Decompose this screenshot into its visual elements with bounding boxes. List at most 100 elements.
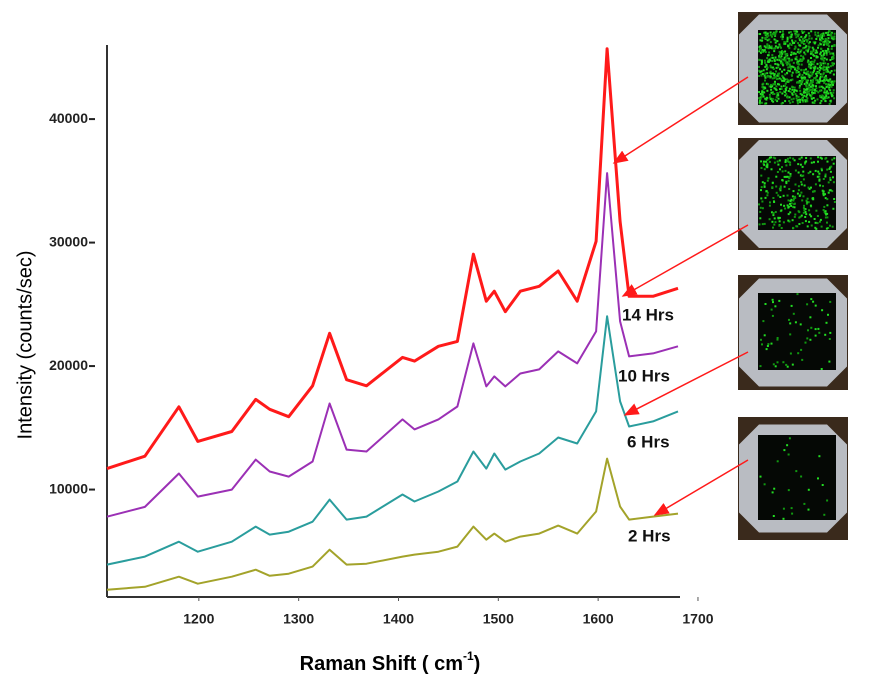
fluorescent-spot — [804, 100, 807, 103]
fluorescent-spot — [786, 40, 789, 43]
fluorescent-spot — [782, 507, 785, 510]
fluorescent-spot — [781, 38, 784, 41]
fluorescent-spot — [810, 74, 813, 77]
fluorescent-spot — [771, 491, 774, 494]
fluorescent-spot — [773, 93, 776, 95]
fluorescent-spot — [759, 100, 761, 103]
series-label: 14 Hrs — [622, 305, 674, 324]
fluorescent-spot — [780, 78, 783, 81]
fluorescent-spot — [766, 46, 769, 49]
fluorescent-spot — [819, 89, 822, 92]
fluorescent-spot — [773, 59, 776, 62]
fluorescent-spot — [804, 88, 807, 91]
fluorescent-spot — [813, 77, 816, 80]
fluorescent-spot — [798, 74, 801, 76]
fluorescent-spot — [759, 210, 762, 213]
fluorescent-spot — [761, 93, 764, 96]
fluorescent-spot — [804, 36, 807, 38]
fluorescent-spot — [794, 67, 797, 70]
series-line — [106, 47, 679, 471]
fluorescent-spot — [791, 41, 794, 44]
fluorescent-spot — [809, 89, 811, 92]
fluorescent-spot — [829, 176, 832, 179]
fluorescent-spot — [798, 80, 801, 82]
fluorescent-spot — [783, 185, 786, 188]
fluorescent-spot — [786, 194, 789, 197]
fluorescent-spot — [762, 82, 765, 85]
fluorescent-spot — [758, 69, 761, 72]
fluorescent-spot — [797, 71, 800, 73]
fluorescent-spot — [820, 39, 823, 42]
fluorescent-spot — [812, 49, 815, 52]
fluorescent-spot — [801, 74, 804, 76]
fluorescent-spot — [816, 79, 819, 82]
fluorescent-spot — [819, 62, 822, 64]
y-tick-label: 40000 — [49, 110, 88, 126]
fluorescent-spot — [822, 95, 825, 98]
fluorescent-spot — [817, 327, 820, 330]
fluorescent-spot — [781, 79, 784, 82]
fluorescent-spot — [827, 96, 830, 99]
fluorescent-spot — [814, 226, 817, 229]
fluorescent-spot — [812, 63, 815, 66]
fluorescent-spot — [765, 165, 768, 168]
pointer-arrow — [612, 76, 749, 164]
fluorescent-spot — [789, 163, 792, 166]
fluorescent-spot — [780, 62, 782, 65]
fluorescent-spot — [778, 159, 781, 162]
fluorescent-spot — [809, 170, 812, 173]
fluorescent-spot — [805, 199, 808, 202]
fluorescent-spot — [817, 91, 820, 94]
fluorescent-spot — [788, 79, 791, 82]
fluorescent-spot — [815, 87, 818, 90]
fluorescent-spot — [776, 40, 779, 43]
fluorescent-spot — [828, 30, 831, 33]
fluorescent-spot — [760, 189, 762, 192]
fluorescent-spot — [760, 174, 763, 177]
fluorescent-spot — [800, 41, 803, 44]
fluorescent-spot — [815, 85, 817, 88]
fluorescent-spot — [811, 79, 814, 82]
fluorescent-spot — [806, 79, 809, 82]
fluorescent-spot — [821, 36, 823, 39]
fluorescent-spot — [820, 225, 823, 228]
fluorescent-spot — [797, 171, 800, 174]
fluorescent-spot — [831, 57, 834, 60]
fluorescent-spot — [785, 93, 788, 95]
fluorescent-spot — [766, 159, 769, 162]
fluorescent-spot — [822, 53, 825, 56]
fluorescent-spot — [763, 184, 766, 187]
fluorescent-spot — [810, 37, 813, 40]
fluorescent-spot — [759, 39, 762, 42]
fluorescent-spot — [793, 90, 796, 93]
fluorescent-spot — [791, 92, 794, 95]
x-tick-label: 1200 — [183, 611, 214, 627]
fluorescent-spot — [796, 81, 798, 84]
fluorescent-spot — [815, 75, 818, 78]
fluorescent-spot — [766, 162, 769, 165]
fluorescent-spot — [790, 74, 793, 77]
fluorescent-spot — [770, 45, 773, 48]
fluorescent-spot — [807, 172, 810, 175]
fluorescent-spot — [765, 160, 767, 163]
fluorescent-spot — [778, 216, 781, 219]
fluorescent-spot — [772, 212, 775, 215]
fluorescent-spot — [766, 179, 769, 182]
fluorescent-spot — [772, 226, 774, 229]
fluorescent-spot — [779, 91, 782, 94]
fluorescent-spot — [792, 199, 795, 202]
fluorescent-spot — [822, 32, 825, 35]
fluorescent-spot — [761, 86, 764, 89]
fluorescent-spot — [796, 225, 799, 228]
fluorescent-spot — [791, 100, 794, 103]
fluorescent-spot — [763, 182, 766, 185]
fluorescent-spot — [807, 65, 810, 68]
fluorescent-spot — [806, 97, 809, 100]
fluorescent-spot — [784, 59, 787, 62]
fluorescent-spot — [821, 484, 824, 486]
fluorescent-spot — [799, 58, 802, 61]
fluorescent-spot — [806, 40, 809, 43]
fluorescent-spot — [827, 31, 830, 34]
fluorescent-spot — [790, 98, 793, 101]
fluorescent-spot — [761, 95, 763, 98]
